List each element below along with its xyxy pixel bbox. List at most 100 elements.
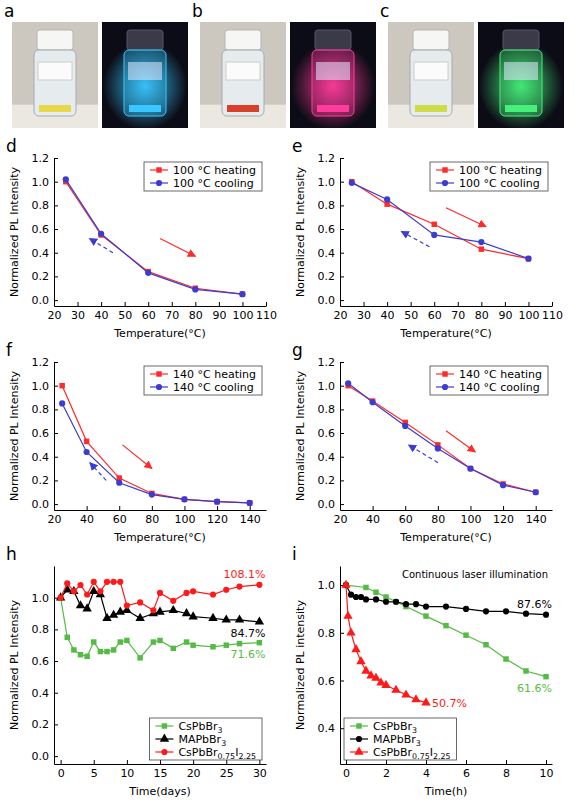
x-tick-label: 30 (71, 309, 85, 322)
data-label: 87.6% (517, 598, 552, 611)
y-tick: 0.4 (32, 247, 59, 260)
data-point (431, 222, 436, 227)
legend-marker (156, 167, 161, 172)
x-tick: 15 (154, 760, 168, 780)
y-tick-label: 0.8 (318, 199, 336, 212)
x-tick-label: 70 (165, 309, 179, 322)
y-tick: 0.2 (32, 718, 59, 731)
legend-marker (156, 180, 162, 186)
panel-label: a (4, 1, 14, 21)
data-point (208, 613, 217, 621)
data-point (381, 680, 390, 688)
x-tick-label: 20 (334, 513, 348, 526)
data-point (77, 582, 83, 588)
x-tick-label: 20 (187, 767, 201, 780)
legend-marker (442, 371, 447, 376)
y-tick: 1.2 (32, 356, 59, 369)
text-run: °C cooling (480, 177, 540, 190)
y-tick-label: 0.6 (32, 427, 50, 440)
data-point (149, 608, 158, 616)
series (345, 380, 539, 495)
data-point (71, 647, 76, 652)
y-tick-label: 0.4 (32, 247, 50, 260)
y-tick-mark (54, 182, 58, 183)
vial-label (226, 62, 260, 80)
text-run: MAPbBr (373, 733, 416, 746)
plot-marks (345, 380, 539, 495)
series-line (346, 585, 546, 677)
x-tick-mark (546, 760, 547, 764)
y-tick-label: 0.4 (318, 247, 336, 260)
x-tick: 30 (71, 302, 85, 322)
y-tick-label: 0.4 (318, 722, 336, 735)
vial-body (410, 50, 452, 116)
x-tick: 90 (212, 302, 226, 322)
x-tick-label: 4 (423, 767, 430, 780)
data-point (351, 644, 360, 652)
x-tick-label: 110 (256, 309, 277, 322)
text-run: 100 (173, 177, 194, 190)
x-tick-mark (470, 506, 471, 510)
legend-marker (162, 723, 167, 728)
data-point (111, 579, 117, 585)
legend-item: 140 °C heating (150, 368, 256, 381)
y-tick: 1.0 (32, 592, 59, 605)
data-point (479, 246, 484, 251)
figure: abc20304050607080901001100.00.20.40.60.8… (0, 0, 579, 806)
x-tick-mark (148, 302, 149, 306)
data-point (78, 652, 83, 657)
data-point (98, 231, 104, 237)
series-line (352, 182, 529, 259)
data-point (523, 668, 528, 673)
x-tick-label: 20 (48, 309, 62, 322)
data-point (370, 399, 376, 405)
data-point (190, 642, 195, 647)
legend-frame (144, 366, 262, 395)
data-point (116, 607, 125, 615)
legend-item: CsPbBr0.75I2.25 (155, 746, 256, 761)
y-tick: 0.2 (32, 270, 59, 283)
x-tick-label: 10 (120, 767, 134, 780)
legend-item: 100 °C cooling (150, 177, 254, 190)
x-tick: 100 (174, 506, 195, 526)
y-tick: 0.8 (318, 627, 345, 640)
y-tick: 0.4 (318, 247, 345, 260)
y-tick-mark (54, 433, 58, 434)
y-tick-label: 1.2 (318, 356, 336, 369)
x-tick-label: 120 (493, 513, 514, 526)
y-tick-label: 0.0 (32, 750, 50, 763)
data-point (59, 383, 64, 388)
film (129, 105, 161, 112)
data-point (124, 638, 129, 643)
data-point (500, 482, 506, 488)
panel-label: d (6, 136, 17, 156)
x-tick-mark (61, 760, 62, 764)
y-tick: 0.6 (318, 427, 345, 440)
legend-item: 100 °C heating (436, 164, 542, 177)
panel-label: c (380, 1, 389, 21)
x-axis-line (55, 510, 267, 511)
x-tick-mark (387, 302, 388, 306)
text-run: °C heating (194, 368, 256, 381)
series (58, 579, 263, 614)
vial-label (38, 62, 72, 80)
text-run: 140 (459, 368, 480, 381)
y-tick: 0.0 (318, 294, 345, 307)
y-axis: 0.00.20.40.60.81.01.2 (318, 152, 345, 307)
x-tick: 10 (120, 760, 134, 780)
data-point (98, 649, 103, 654)
y-tick-mark (340, 253, 344, 254)
legend-marker (356, 723, 361, 728)
data-point (181, 496, 187, 502)
y-tick: 0.2 (32, 474, 59, 487)
series-line (61, 582, 260, 611)
y-tick-mark (54, 480, 58, 481)
y-tick: 0.8 (32, 403, 59, 416)
y-tick-mark (54, 158, 58, 159)
y-tick-label: 0.8 (318, 627, 336, 640)
data-point (403, 601, 409, 607)
legend-marker (356, 736, 362, 742)
data-point (423, 603, 429, 609)
data-point (346, 627, 355, 635)
series-line (62, 386, 250, 503)
